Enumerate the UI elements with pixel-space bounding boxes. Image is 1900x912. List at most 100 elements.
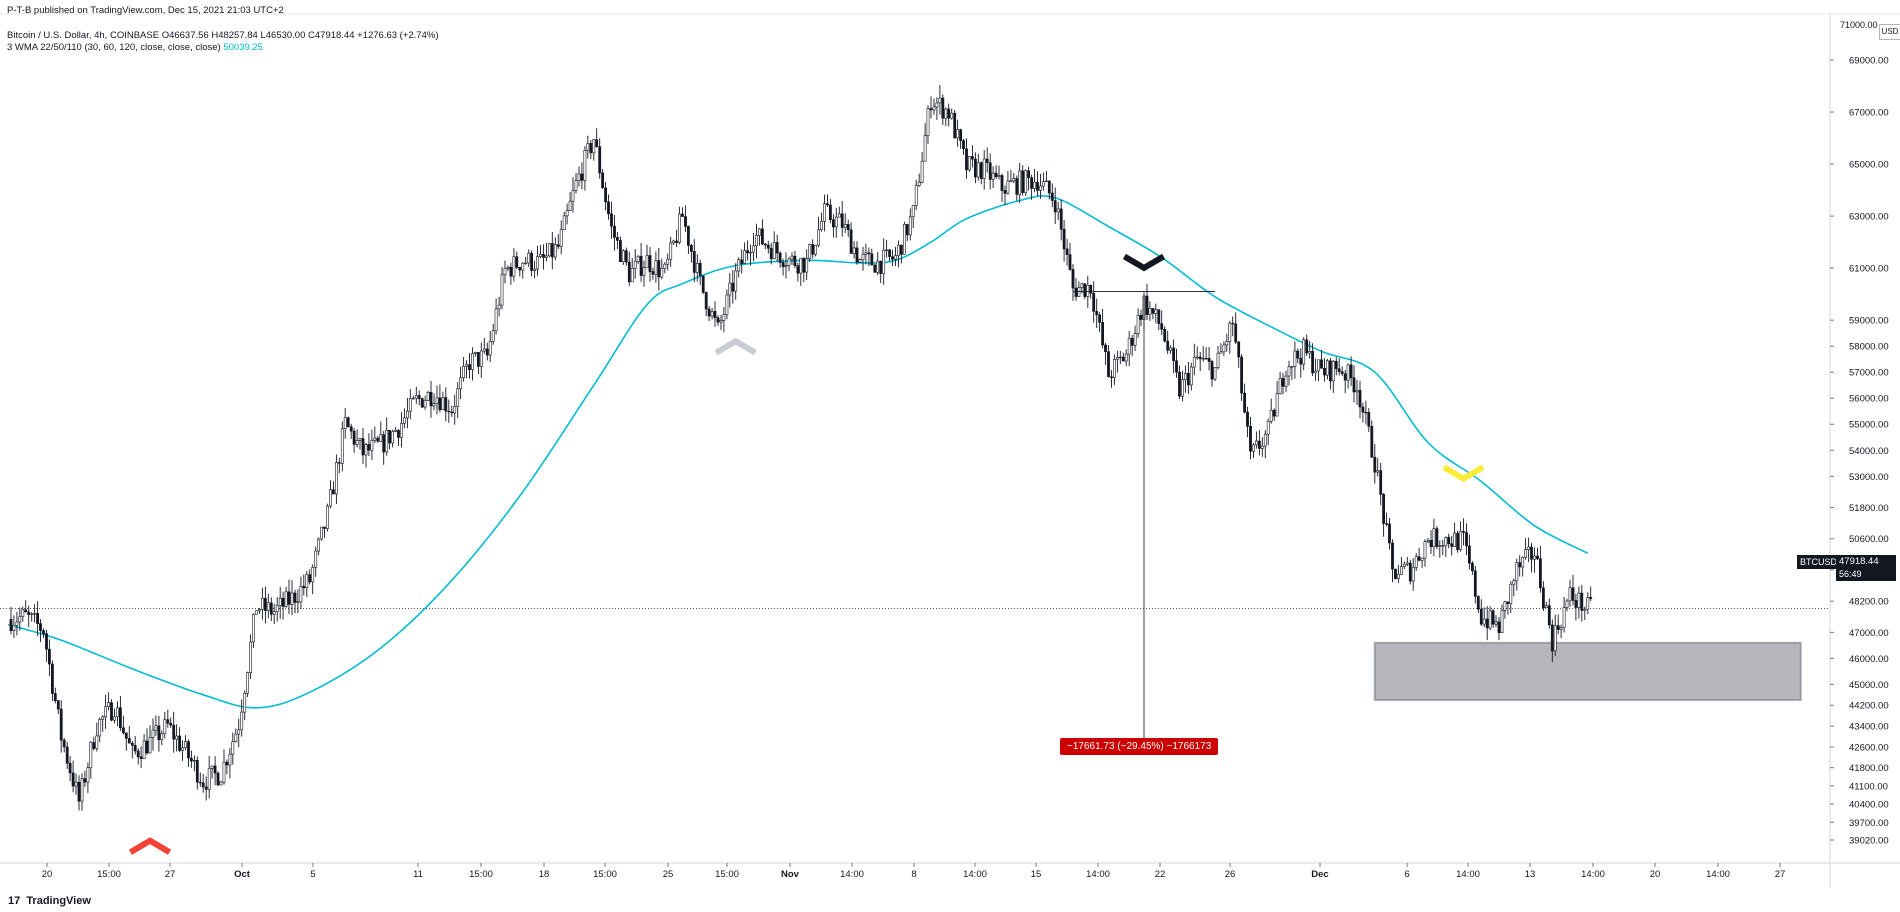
candle-body	[716, 317, 720, 323]
candle-body	[113, 716, 116, 721]
price-tick-label: 44200.00	[1849, 701, 1889, 712]
marker-up-chevron-icon[interactable]	[714, 337, 757, 356]
candle-body	[1083, 283, 1087, 297]
candle-body	[864, 252, 868, 255]
candle-body	[249, 641, 253, 674]
plot-background[interactable]	[0, 14, 1830, 863]
tradingview-logo-mark: 17	[8, 895, 21, 907]
candle-body	[447, 410, 451, 413]
marker-down-chevron-icon[interactable]	[1122, 253, 1166, 272]
time-axis[interactable]: 20 15:00 27 Oct 5 11 15:00 18 15:00 25 15:00 Nov 14:…	[42, 863, 1786, 880]
candle-body	[613, 225, 616, 238]
candle-body	[379, 434, 383, 442]
candle-body	[1160, 323, 1164, 330]
candle-body	[894, 255, 897, 260]
candle-body	[1536, 555, 1539, 560]
candle-body	[775, 242, 779, 254]
candle-body	[997, 175, 1001, 178]
candle-body	[1252, 444, 1255, 452]
marker-down-chevron-icon[interactable]	[1442, 464, 1485, 483]
time-tick-label: 14:00	[1086, 869, 1110, 880]
candle-body	[1219, 351, 1223, 354]
candle-body	[941, 97, 945, 119]
time-tick-label: 27	[1775, 869, 1786, 880]
candle-body	[465, 364, 468, 367]
candle-body	[1195, 356, 1199, 359]
candle-body	[340, 428, 344, 464]
candle-body	[914, 185, 918, 206]
candle-body	[556, 244, 560, 247]
candle-body	[571, 190, 575, 202]
candle-body	[1033, 181, 1036, 189]
symbol-ohlc-line[interactable]: Bitcoin / U.S. Dollar, 4h, COINBASE O466…	[7, 30, 439, 41]
candle-body	[1145, 295, 1149, 315]
last-price-badge: 47918.44 56:49	[1836, 555, 1896, 581]
time-tick-label: 14:00	[840, 869, 864, 880]
candle-body	[991, 172, 995, 180]
candle-body	[1269, 409, 1273, 422]
candle-body	[145, 740, 149, 754]
candle-body	[1260, 445, 1264, 449]
candle-body	[704, 292, 708, 310]
candle-body	[53, 693, 57, 701]
tradingview-logo[interactable]: 17 TradingView	[8, 895, 91, 907]
candle-body	[1107, 351, 1110, 378]
candle-body	[515, 256, 519, 268]
candle-body	[1491, 610, 1495, 625]
candle-body	[98, 719, 102, 737]
candle-body	[1266, 420, 1270, 435]
candle-body	[1382, 494, 1386, 524]
price-axis[interactable]: 69000.00 67000.00 65000.00 63000.00 61000.00…	[1830, 56, 1889, 847]
indicator-legend[interactable]: 3 WMA 22/50/110 (30, 60, 120, close, clo…	[7, 42, 263, 53]
candle-body	[1187, 372, 1190, 386]
candle-body	[1441, 545, 1445, 547]
candle-body	[577, 173, 581, 181]
candle-body	[1293, 350, 1297, 367]
candle-body	[553, 244, 557, 258]
candle-body	[1394, 568, 1397, 579]
time-tick-label: 8	[911, 869, 916, 880]
candle-body	[885, 249, 889, 251]
candle-body	[790, 255, 794, 260]
candle-body	[539, 254, 542, 257]
candle-body	[743, 250, 747, 264]
candle-body	[686, 226, 690, 246]
candle-body	[272, 611, 276, 615]
candle-body	[293, 592, 297, 603]
candle-body	[1429, 540, 1433, 548]
price-tick-label: 55000.00	[1849, 420, 1889, 431]
candle-body	[92, 742, 96, 749]
candle-body	[18, 616, 22, 623]
plot-area[interactable]	[0, 13, 1900, 888]
candle-body	[701, 275, 705, 293]
candle-body	[645, 255, 649, 269]
candle-body	[879, 260, 883, 274]
candle-body	[278, 597, 282, 606]
candle-body	[56, 700, 60, 710]
candle-body	[852, 247, 856, 254]
candle-body	[1435, 528, 1439, 547]
candle-body	[367, 444, 371, 451]
candle-body	[1465, 532, 1468, 547]
candle-body	[1077, 287, 1081, 297]
candle-body	[1326, 360, 1329, 376]
candle-body	[21, 609, 25, 617]
candle-body	[1222, 344, 1226, 353]
candle-body	[542, 254, 545, 258]
price-tick-label: 69000.00	[1849, 56, 1889, 67]
tradingview-logo-text: TradingView	[26, 895, 91, 907]
candle-body	[959, 129, 963, 142]
candle-body	[119, 707, 122, 729]
candle-body	[107, 702, 111, 707]
marker-up-chevron-icon[interactable]	[128, 837, 172, 855]
candle-body	[781, 262, 785, 267]
candle-body	[1352, 377, 1356, 393]
candle-body	[1482, 618, 1486, 625]
currency-label[interactable]: USD	[1879, 24, 1900, 40]
candle-body	[1284, 375, 1288, 387]
candle-body	[1246, 411, 1249, 427]
candle-body	[1228, 322, 1232, 342]
candle-body	[595, 139, 599, 147]
candle-body	[1331, 360, 1335, 382]
